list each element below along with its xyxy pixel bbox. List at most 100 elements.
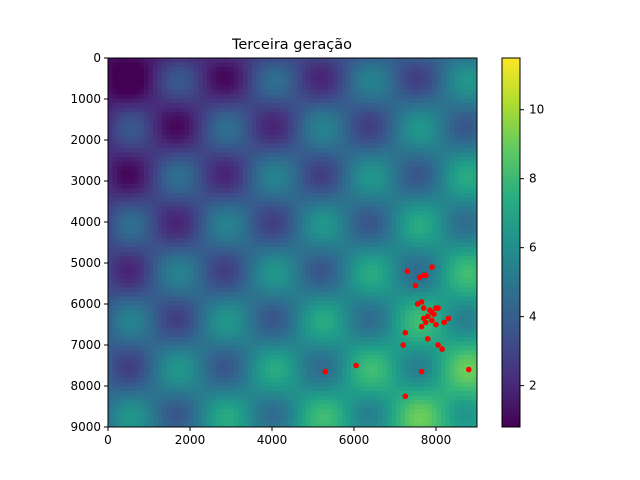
heatmap-cell: [211, 422, 217, 427]
heatmap-cell: [355, 130, 361, 136]
heatmap-cell: [211, 193, 217, 199]
heatmap-cell: [211, 166, 217, 172]
heatmap-cell: [369, 283, 375, 289]
heatmap-cell: [333, 206, 339, 212]
heatmap-cell: [369, 296, 375, 302]
heatmap-cell: [144, 98, 150, 104]
heatmap-cell: [202, 395, 208, 401]
heatmap-cell: [130, 67, 136, 73]
heatmap-cell: [364, 224, 370, 230]
heatmap-cell: [288, 67, 294, 73]
heatmap-cell: [373, 350, 379, 356]
heatmap-cell: [175, 256, 181, 262]
heatmap-cell: [171, 238, 177, 244]
heatmap-cell: [333, 58, 339, 64]
heatmap-cell: [315, 382, 321, 388]
heatmap-cell: [256, 395, 262, 401]
heatmap-cell: [148, 400, 154, 406]
heatmap-cell: [351, 233, 357, 239]
heatmap-cell: [333, 359, 339, 365]
heatmap-cell: [135, 413, 141, 419]
heatmap-cell: [225, 58, 231, 64]
heatmap-cell: [351, 116, 357, 122]
heatmap-cell: [297, 377, 303, 383]
heatmap-cell: [256, 130, 262, 136]
heatmap-cell: [166, 184, 172, 190]
heatmap-cell: [360, 251, 366, 257]
heatmap-cell: [369, 359, 375, 365]
heatmap-cell: [288, 134, 294, 140]
heatmap-cell: [189, 310, 195, 316]
heatmap-cell: [252, 143, 258, 149]
heatmap-cell: [229, 166, 235, 172]
heatmap-cell: [351, 62, 357, 68]
heatmap-cell: [126, 305, 132, 311]
heatmap-cell: [243, 80, 249, 86]
heatmap-cell: [261, 287, 267, 293]
heatmap-cell: [229, 175, 235, 181]
heatmap-cell: [252, 211, 258, 217]
heatmap-cell: [198, 350, 204, 356]
heatmap-cell: [238, 328, 244, 334]
heatmap-cell: [333, 283, 339, 289]
heatmap-cell: [283, 184, 289, 190]
heatmap-cell: [247, 305, 253, 311]
heatmap-cell: [166, 215, 172, 221]
heatmap-cell: [135, 107, 141, 113]
heatmap-cell: [346, 359, 352, 365]
heatmap-cell: [216, 283, 222, 289]
heatmap-cell: [148, 179, 154, 185]
heatmap-cell: [135, 260, 141, 266]
heatmap-cell: [378, 391, 384, 397]
heatmap-cell: [112, 112, 118, 118]
heatmap-cell: [279, 283, 285, 289]
heatmap-cell: [274, 148, 280, 154]
heatmap-cell: [274, 184, 280, 190]
heatmap-cell: [288, 170, 294, 176]
heatmap-cell: [297, 328, 303, 334]
heatmap-cell: [315, 67, 321, 73]
heatmap-cell: [121, 283, 127, 289]
heatmap-cell: [274, 98, 280, 104]
heatmap-cell: [247, 224, 253, 230]
heatmap-cell: [175, 193, 181, 199]
heatmap-cell: [238, 292, 244, 298]
heatmap-cell: [144, 400, 150, 406]
heatmap-cell: [162, 287, 168, 293]
heatmap-cell: [342, 350, 348, 356]
heatmap-cell: [243, 332, 249, 338]
heatmap-cell: [274, 319, 280, 325]
heatmap-cell: [355, 148, 361, 154]
heatmap-cell: [292, 85, 298, 91]
heatmap-cell: [252, 224, 258, 230]
heatmap-cell: [274, 332, 280, 338]
heatmap-cell: [184, 409, 190, 415]
heatmap-cell: [274, 395, 280, 401]
heatmap-cell: [243, 346, 249, 352]
heatmap-cell: [225, 328, 231, 334]
heatmap-cell: [108, 373, 114, 379]
heatmap-cell: [162, 89, 168, 95]
heatmap-cell: [283, 229, 289, 235]
heatmap-cell: [135, 148, 141, 154]
heatmap-cell: [157, 382, 163, 388]
heatmap-cell: [369, 94, 375, 100]
heatmap-cell: [234, 260, 240, 266]
heatmap-cell: [135, 175, 141, 181]
heatmap-cell: [193, 265, 199, 271]
heatmap-cell: [198, 134, 204, 140]
heatmap-cell: [193, 107, 199, 113]
heatmap-cell: [360, 166, 366, 172]
heatmap-cell: [121, 265, 127, 271]
heatmap-cell: [378, 260, 384, 266]
heatmap-cell: [364, 157, 370, 163]
heatmap-cell: [184, 107, 190, 113]
heatmap-cell: [126, 166, 132, 172]
heatmap-cell: [261, 188, 267, 194]
heatmap-cell: [166, 346, 172, 352]
heatmap-cell: [157, 346, 163, 352]
heatmap-cell: [265, 386, 271, 392]
heatmap-cell: [378, 130, 384, 136]
heatmap-cell: [360, 112, 366, 118]
heatmap-cell: [162, 215, 168, 221]
